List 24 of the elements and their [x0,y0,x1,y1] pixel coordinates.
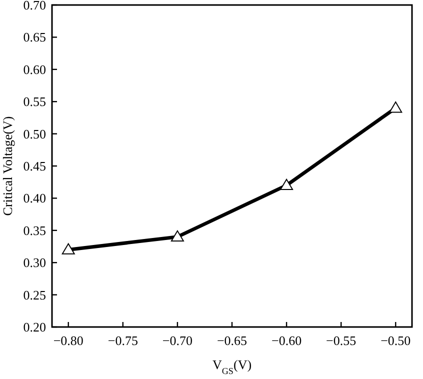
y-tick-label: 0.30 [23,255,46,270]
point [280,178,294,190]
x-tick-label: −0.55 [326,333,356,348]
x-axis-title: V$_{GS}$(V) [212,357,252,376]
y-axis-title: Critical Voltage(V) [0,116,15,216]
y-tick-label: 0.65 [23,30,46,45]
x-tick-label: −0.70 [162,333,192,348]
y-tick-label: 0.70 [23,0,46,12]
y-tick-label: 0.45 [23,158,46,174]
y-tick-label: 0.60 [23,62,46,77]
y-tick-label: 0.55 [23,94,46,110]
point [62,243,75,254]
y-tick-label: 0.40 [23,190,46,206]
y-tick-label: 0.20 [23,320,46,334]
y-tick-label: 0.50 [23,126,46,142]
x-tick-label: −0.60 [272,333,302,348]
point [170,230,184,242]
point [389,102,402,113]
x-tick-label: −0.80 [53,333,84,348]
y-tick-label: 0.25 [23,287,46,302]
x-tick-label: −0.75 [108,333,138,348]
x-tick-label: −0.50 [380,333,411,348]
x-tick-label: −0.65 [216,333,248,348]
y-tick-label: 0.35 [23,222,46,238]
